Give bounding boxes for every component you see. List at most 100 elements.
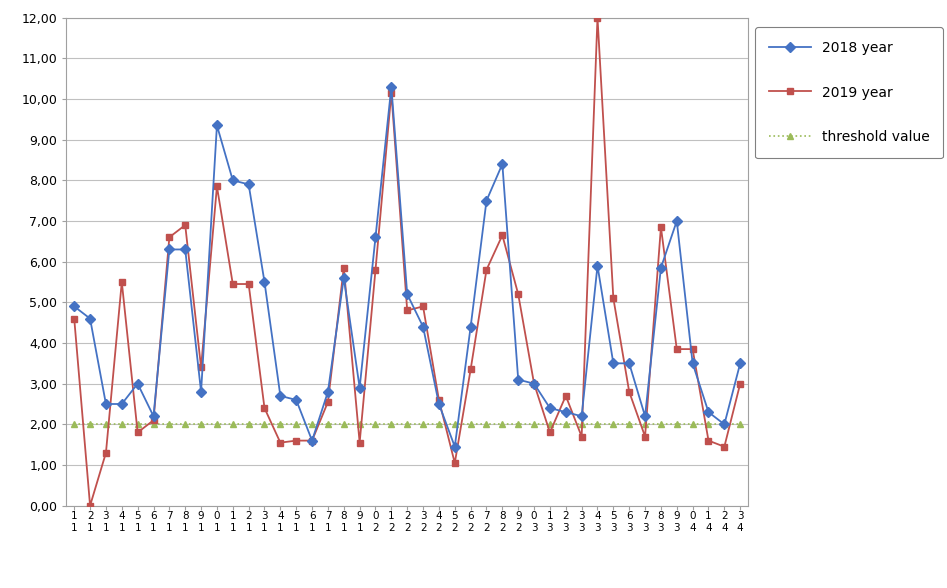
2018 year: [227, 177, 239, 184]
2019 year: [291, 437, 302, 444]
2019 year: [671, 346, 683, 353]
threshold value: [195, 421, 206, 428]
2019 year: [211, 183, 223, 190]
2018 year: [180, 246, 191, 253]
2018 year: [385, 83, 397, 91]
threshold value: [164, 421, 175, 428]
2019 year: [481, 266, 492, 273]
2018 year: [735, 360, 746, 367]
2019 year: [338, 264, 349, 271]
threshold value: [211, 421, 223, 428]
threshold value: [545, 421, 556, 428]
2019 year: [322, 399, 333, 406]
2019 year: [623, 388, 634, 395]
2019 year: [465, 366, 476, 373]
threshold value: [243, 421, 255, 428]
2018 year: [100, 400, 112, 407]
2019 year: [84, 502, 96, 509]
threshold value: [291, 421, 302, 428]
threshold value: [148, 421, 159, 428]
2018 year: [291, 396, 302, 403]
threshold value: [180, 421, 191, 428]
2019 year: [433, 396, 444, 403]
threshold value: [227, 421, 239, 428]
threshold value: [116, 421, 128, 428]
2018 year: [418, 323, 429, 330]
threshold value: [639, 421, 651, 428]
threshold value: [719, 421, 730, 428]
threshold value: [418, 421, 429, 428]
threshold value: [671, 421, 683, 428]
threshold value: [655, 421, 667, 428]
2018 year: [623, 360, 634, 367]
threshold value: [735, 421, 746, 428]
Line: 2019 year: 2019 year: [71, 14, 743, 509]
2018 year: [560, 409, 571, 416]
threshold value: [496, 421, 508, 428]
2019 year: [132, 429, 143, 436]
2018 year: [132, 380, 143, 387]
2019 year: [545, 429, 556, 436]
2019 year: [576, 433, 587, 440]
2019 year: [195, 364, 206, 371]
2018 year: [528, 380, 540, 387]
2018 year: [465, 323, 476, 330]
2018 year: [259, 279, 270, 286]
2019 year: [243, 280, 255, 288]
2018 year: [481, 197, 492, 204]
2019 year: [560, 392, 571, 399]
2019 year: [370, 266, 382, 273]
2019 year: [402, 307, 413, 314]
2019 year: [655, 223, 667, 230]
2018 year: [211, 122, 223, 129]
2019 year: [275, 439, 286, 446]
2018 year: [116, 400, 128, 407]
threshold value: [576, 421, 587, 428]
2019 year: [592, 14, 603, 21]
threshold value: [465, 421, 476, 428]
Line: 2018 year: 2018 year: [71, 83, 743, 450]
2018 year: [545, 405, 556, 412]
2018 year: [639, 413, 651, 420]
threshold value: [433, 421, 444, 428]
Legend: 2018 year, 2019 year, threshold value: 2018 year, 2019 year, threshold value: [755, 28, 943, 158]
2018 year: [402, 290, 413, 298]
threshold value: [703, 421, 714, 428]
2019 year: [307, 437, 318, 444]
2019 year: [385, 89, 397, 96]
threshold value: [481, 421, 492, 428]
2019 year: [608, 295, 619, 302]
threshold value: [259, 421, 270, 428]
2018 year: [275, 392, 286, 399]
2018 year: [307, 437, 318, 444]
threshold value: [449, 421, 460, 428]
2018 year: [338, 275, 349, 282]
threshold value: [402, 421, 413, 428]
threshold value: [338, 421, 349, 428]
Line: threshold value: threshold value: [71, 421, 743, 428]
2019 year: [100, 449, 112, 456]
threshold value: [608, 421, 619, 428]
threshold value: [100, 421, 112, 428]
2018 year: [195, 388, 206, 395]
2018 year: [370, 234, 382, 241]
2018 year: [592, 262, 603, 269]
2019 year: [512, 290, 524, 298]
2018 year: [576, 413, 587, 420]
threshold value: [512, 421, 524, 428]
2018 year: [354, 384, 366, 391]
2019 year: [116, 279, 128, 286]
2018 year: [68, 303, 80, 310]
threshold value: [385, 421, 397, 428]
2019 year: [68, 315, 80, 322]
threshold value: [354, 421, 366, 428]
2018 year: [608, 360, 619, 367]
2019 year: [418, 303, 429, 310]
2019 year: [449, 459, 460, 466]
2019 year: [528, 380, 540, 387]
threshold value: [132, 421, 143, 428]
2019 year: [259, 405, 270, 412]
threshold value: [592, 421, 603, 428]
2019 year: [148, 417, 159, 424]
2018 year: [148, 413, 159, 420]
